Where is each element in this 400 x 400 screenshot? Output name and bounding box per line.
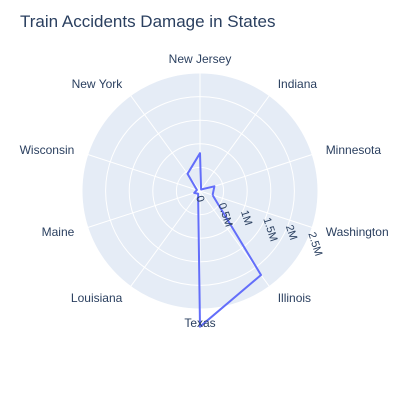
grid-spoke bbox=[199, 95, 270, 192]
series-line bbox=[186, 152, 262, 328]
category-label: Illinois bbox=[278, 291, 311, 305]
radial-tick-label: 1M bbox=[238, 209, 254, 227]
grid-spoke bbox=[199, 154, 313, 192]
grid-spoke bbox=[87, 190, 201, 228]
category-label: Washington bbox=[326, 225, 389, 239]
radial-tick-label: 2M bbox=[283, 223, 299, 241]
category-labels: Washington Illinois Texas Louisiana Maine Wis… bbox=[20, 52, 389, 330]
category-label: Texas bbox=[184, 316, 215, 330]
category-label: New York bbox=[72, 77, 124, 91]
category-label: New Jersey bbox=[169, 52, 232, 66]
category-label: Louisiana bbox=[71, 291, 123, 305]
grid-spoke bbox=[199, 190, 313, 228]
chart-title: Train Accidents Damage in States bbox=[20, 12, 276, 31]
series-layer bbox=[186, 152, 262, 328]
radial-tick-label: 0 bbox=[193, 194, 206, 204]
grid-spoke bbox=[87, 154, 201, 192]
category-label: Minnesota bbox=[326, 143, 382, 157]
grid-spoke bbox=[130, 190, 201, 287]
category-label: Indiana bbox=[278, 77, 318, 91]
category-label: Maine bbox=[42, 225, 75, 239]
radial-tick-label: 2.5M bbox=[305, 231, 324, 258]
category-label: Wisconsin bbox=[20, 143, 75, 157]
